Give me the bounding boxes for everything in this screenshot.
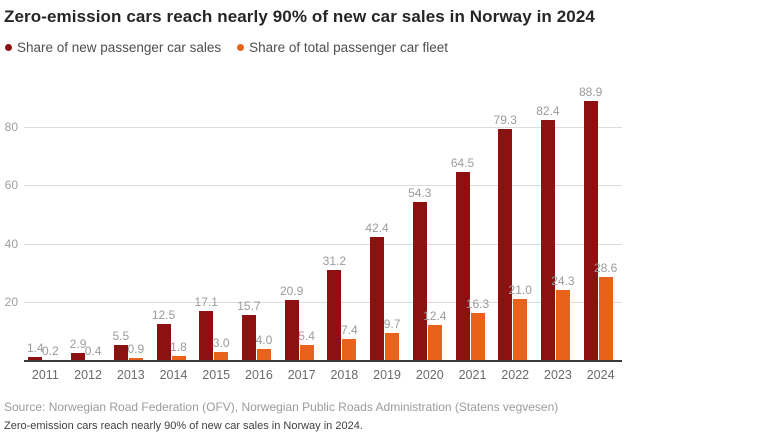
bar-fleet-2019 bbox=[385, 332, 400, 361]
gridline-20 bbox=[24, 302, 622, 304]
x-axis-label-2021: 2021 bbox=[458, 368, 487, 382]
x-axis-label-2022: 2022 bbox=[501, 368, 530, 382]
value-label-fleet-2023: 24.3 bbox=[551, 273, 575, 288]
value-label-fleet-2022: 21.0 bbox=[508, 283, 532, 298]
gridline-40 bbox=[24, 243, 622, 245]
value-label-fleet-2014: 1.8 bbox=[170, 339, 187, 354]
value-label-fleet-2020: 12.4 bbox=[423, 308, 447, 323]
bar-sales-2016 bbox=[241, 314, 256, 361]
value-label-fleet-2017: 5.4 bbox=[298, 329, 315, 344]
bar-fleet-2023 bbox=[555, 289, 570, 361]
value-label-sales-2016: 15.7 bbox=[237, 298, 261, 313]
value-label-fleet-2015: 3.0 bbox=[212, 336, 230, 351]
x-axis-label-2014: 2014 bbox=[159, 368, 188, 382]
bar-sales-2012 bbox=[71, 352, 86, 361]
x-axis-label-2011: 2011 bbox=[31, 368, 59, 382]
x-axis-label-2018: 2018 bbox=[330, 368, 359, 382]
bar-sales-2020 bbox=[412, 201, 427, 361]
legend-dot-sales-icon bbox=[5, 44, 12, 51]
bar-sales-2018 bbox=[327, 269, 342, 361]
value-label-fleet-2011: 0.2 bbox=[42, 344, 59, 359]
x-axis-label-2012: 2012 bbox=[74, 368, 102, 382]
y-axis-tick-40: 40 bbox=[4, 236, 18, 251]
x-axis-label-2024: 2024 bbox=[586, 368, 615, 382]
bar-sales-2013 bbox=[113, 344, 128, 361]
value-label-sales-2019: 42.4 bbox=[365, 220, 389, 235]
bar-fleet-2014 bbox=[171, 355, 186, 361]
value-label-sales-2013: 5.5 bbox=[112, 328, 130, 343]
legend-label-sales: Share of new passenger car sales bbox=[17, 40, 222, 55]
bar-fleet-2022 bbox=[513, 299, 528, 361]
x-axis-label-2016: 2016 bbox=[245, 368, 273, 382]
x-axis-label-2019: 2019 bbox=[373, 368, 401, 382]
value-label-sales-2015: 17.1 bbox=[194, 294, 218, 309]
value-label-sales-2012: 2.9 bbox=[69, 336, 87, 351]
value-label-sales-2018: 31.2 bbox=[322, 253, 347, 268]
value-label-sales-2014: 12.5 bbox=[151, 308, 176, 323]
value-label-fleet-2013: 0.9 bbox=[127, 342, 145, 357]
bar-fleet-2018 bbox=[342, 339, 357, 361]
bar-sales-2017 bbox=[284, 299, 299, 361]
chart-title: Zero-emission cars reach nearly 90% of n… bbox=[4, 7, 595, 26]
x-axis-label-2015: 2015 bbox=[202, 368, 231, 382]
bar-sales-2024 bbox=[583, 100, 598, 361]
bar-fleet-2024 bbox=[598, 277, 613, 361]
value-label-fleet-2019: 9.7 bbox=[383, 316, 401, 331]
value-label-sales-2024: 88.9 bbox=[578, 84, 603, 99]
value-label-sales-2022: 79.3 bbox=[493, 112, 517, 127]
x-axis-label-2020: 2020 bbox=[415, 368, 444, 382]
value-label-sales-2020: 54.3 bbox=[408, 185, 432, 200]
bar-fleet-2015 bbox=[214, 352, 229, 361]
legend-label-fleet: Share of total passenger car fleet bbox=[249, 40, 448, 55]
bar-sales-2023 bbox=[540, 119, 555, 361]
x-axis-label-2023: 2023 bbox=[544, 368, 572, 382]
bar-sales-2011 bbox=[28, 356, 43, 361]
legend-dot-fleet-icon bbox=[237, 44, 245, 51]
value-label-fleet-2016: 4.0 bbox=[255, 333, 273, 348]
y-axis-tick-60: 60 bbox=[4, 178, 18, 193]
value-label-sales-2021: 64.5 bbox=[450, 156, 475, 170]
value-label-sales-2017: 20.9 bbox=[279, 283, 304, 298]
x-axis-line bbox=[24, 360, 622, 362]
x-axis-label-2017: 2017 bbox=[287, 368, 316, 382]
bar-sales-2014 bbox=[156, 324, 171, 361]
bar-sales-2021 bbox=[455, 172, 470, 361]
x-axis-label-2013: 2013 bbox=[116, 368, 145, 382]
value-label-sales-2023: 82.4 bbox=[536, 103, 560, 118]
bar-fleet-2013 bbox=[128, 358, 143, 361]
legend-item-sales: Share of new passenger car sales bbox=[5, 40, 221, 55]
value-label-sales-2011: 1.4 bbox=[27, 340, 44, 355]
value-label-fleet-2018: 7.4 bbox=[341, 323, 358, 338]
gridline-80 bbox=[24, 126, 622, 128]
bar-fleet-2020 bbox=[427, 324, 442, 361]
bar-fleet-2016 bbox=[256, 349, 271, 361]
y-axis-tick-20: 20 bbox=[4, 295, 18, 310]
value-label-fleet-2021: 16.3 bbox=[465, 297, 490, 312]
value-label-fleet-2012: 0.4 bbox=[84, 343, 102, 358]
bar-sales-2022 bbox=[498, 128, 513, 361]
bar-sales-2015 bbox=[199, 310, 214, 361]
bar-fleet-2021 bbox=[470, 313, 485, 361]
source-note: Source: Norwegian Road Federation (OFV),… bbox=[4, 400, 559, 414]
legend-item-fleet: Share of total passenger car fleet bbox=[237, 40, 448, 55]
value-label-fleet-2024: 28.6 bbox=[593, 261, 618, 276]
bar-fleet-2017 bbox=[299, 345, 314, 361]
chart-legend: Share of new passenger car sales Share o… bbox=[5, 40, 448, 55]
bar-sales-2019 bbox=[370, 236, 385, 361]
gridline-60 bbox=[24, 185, 622, 187]
chart-caption: Zero-emission cars reach nearly 90% of n… bbox=[4, 420, 363, 432]
y-axis-tick-80: 80 bbox=[4, 119, 18, 134]
